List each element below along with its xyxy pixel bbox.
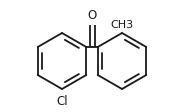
Text: O: O <box>87 9 97 22</box>
Text: Cl: Cl <box>56 94 68 107</box>
Text: CH3: CH3 <box>110 20 134 30</box>
